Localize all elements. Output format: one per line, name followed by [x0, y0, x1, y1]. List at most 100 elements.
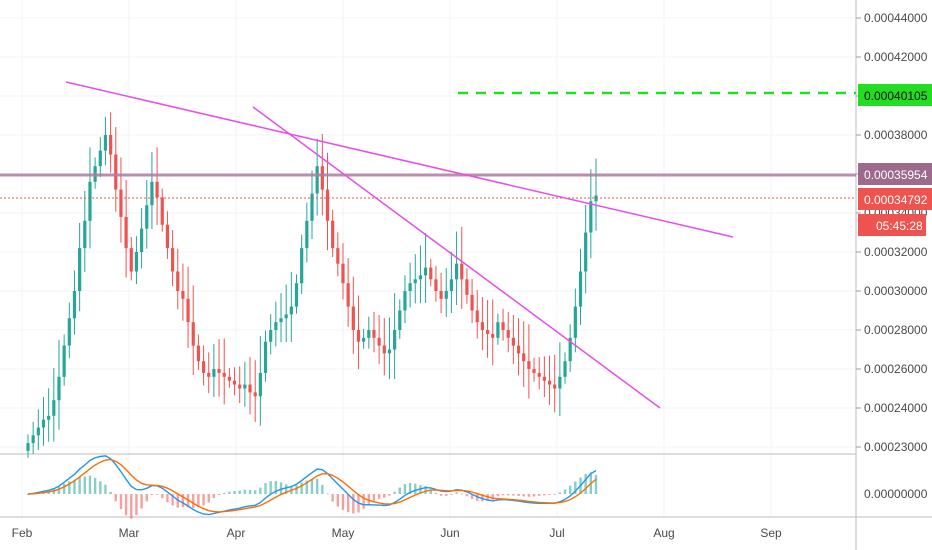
- price-tick-label: 0.00026000: [864, 362, 928, 376]
- candle-body: [320, 166, 324, 190]
- candle-body: [506, 330, 510, 338]
- time-tick-label: Aug: [653, 526, 674, 540]
- price-tick-label: 0.00030000: [864, 284, 928, 298]
- candle-body: [315, 166, 319, 194]
- macd-histogram-bar: [491, 494, 494, 500]
- macd-histogram-bar: [62, 483, 66, 494]
- lower-trendline[interactable]: [252, 106, 661, 409]
- price-tick-label: 0.00044000: [864, 11, 928, 25]
- macd-histogram-bar: [527, 494, 531, 497]
- candle-body: [439, 291, 443, 299]
- price-tick-label: 0.00042000: [864, 50, 928, 64]
- candle-body: [36, 427, 40, 436]
- macd-histogram-bar: [346, 494, 350, 513]
- macd-histogram-bar: [171, 494, 174, 506]
- candle-body: [460, 263, 464, 280]
- macd-histogram-bar: [217, 494, 221, 496]
- macd-histogram-bar: [460, 493, 463, 495]
- candle-body: [134, 252, 139, 272]
- countdown-badge: 05:45:28: [858, 214, 926, 236]
- macd-histogram-bar: [594, 475, 598, 494]
- candle-body: [547, 380, 552, 385]
- macd-histogram-bar: [563, 489, 567, 494]
- candle-body: [186, 298, 190, 323]
- price-tick-label: 0.00028000: [864, 323, 928, 337]
- candle-body: [362, 337, 366, 342]
- macd-histogram-bar: [377, 494, 381, 499]
- time-tick-label: Mar: [119, 526, 140, 540]
- macd-histogram-bar: [73, 479, 76, 494]
- candle-body: [150, 181, 154, 206]
- candle-body: [336, 248, 340, 264]
- macd-histogram-bar: [538, 494, 541, 496]
- candle-body: [398, 310, 402, 330]
- candle-body: [522, 353, 526, 362]
- macd-histogram-bar: [254, 490, 257, 494]
- candle-body: [217, 369, 221, 373]
- macd-histogram-bar: [532, 494, 536, 497]
- macd-histogram-bar: [181, 494, 185, 508]
- candle-body: [382, 345, 386, 354]
- macd-histogram-bar: [501, 494, 505, 496]
- candle-body: [289, 306, 293, 315]
- macd-histogram-bar: [481, 494, 484, 502]
- candle-body: [413, 279, 417, 284]
- macd-histogram-bar: [584, 473, 587, 494]
- candle-body: [480, 322, 484, 330]
- macd-histogram-bar: [119, 494, 123, 510]
- candle-body: [491, 333, 495, 338]
- macd-histogram-bar: [140, 494, 143, 509]
- candle-body: [377, 337, 381, 346]
- macd-histogram-bar: [408, 482, 412, 494]
- macd-histogram-bar: [439, 494, 443, 496]
- macd-indicator: [26, 455, 598, 519]
- candle-body: [196, 345, 200, 362]
- resistance-price-badge: 0.00035954: [858, 163, 932, 185]
- candle-body: [103, 135, 108, 151]
- candle-body: [501, 322, 505, 330]
- candle-body: [542, 376, 546, 381]
- macd-histogram-bar: [305, 480, 309, 494]
- price-tick-label: 0.00023000: [864, 440, 928, 454]
- macd-histogram-bar: [259, 487, 262, 494]
- macd-histogram-bar: [114, 494, 117, 502]
- macd-histogram-bar: [522, 494, 525, 497]
- candle-body: [434, 279, 438, 291]
- macd-histogram-bar: [202, 494, 205, 506]
- macd-histogram-bar: [403, 484, 407, 494]
- macd-histogram-bar: [543, 494, 546, 496]
- time-tick-label: Sep: [760, 526, 782, 540]
- indicator-zero-label: 0.00000000: [864, 487, 928, 501]
- candle-body: [212, 369, 216, 377]
- candle-body: [124, 216, 128, 249]
- candle-body: [232, 380, 237, 385]
- candle-body: [52, 400, 56, 416]
- candle-body: [258, 372, 262, 397]
- macd-histogram-bar: [192, 494, 195, 508]
- macd-histogram-bar: [496, 494, 500, 497]
- candle-body: [584, 232, 588, 272]
- current-price-badge: 0.00034792: [858, 188, 932, 210]
- macd-histogram-bar: [104, 484, 107, 494]
- macd-histogram-bar: [109, 491, 112, 494]
- time-axis: Feb Mar Apr May Jun Jul Aug Sep: [12, 526, 782, 540]
- macd-histogram-bar: [284, 484, 288, 494]
- macd-histogram-bar: [93, 477, 97, 494]
- svg-text:0.00034792: 0.00034792: [864, 193, 928, 207]
- macd-histogram-bar: [434, 492, 438, 494]
- macd-histogram-bar: [341, 494, 345, 510]
- candle-body: [424, 267, 428, 276]
- upper-trendline[interactable]: [65, 81, 734, 238]
- macd-histogram-bar: [465, 494, 469, 497]
- candle-body: [532, 369, 536, 373]
- candle-body: [408, 283, 412, 291]
- macd-histogram-bar: [135, 494, 138, 516]
- candle-body: [129, 248, 133, 272]
- candle-body: [553, 384, 557, 389]
- candle-body: [449, 279, 454, 291]
- macd-histogram-bar: [279, 482, 283, 494]
- macd-histogram-bar: [243, 489, 247, 494]
- candle-body: [294, 283, 299, 307]
- macd-histogram-bar: [233, 491, 236, 494]
